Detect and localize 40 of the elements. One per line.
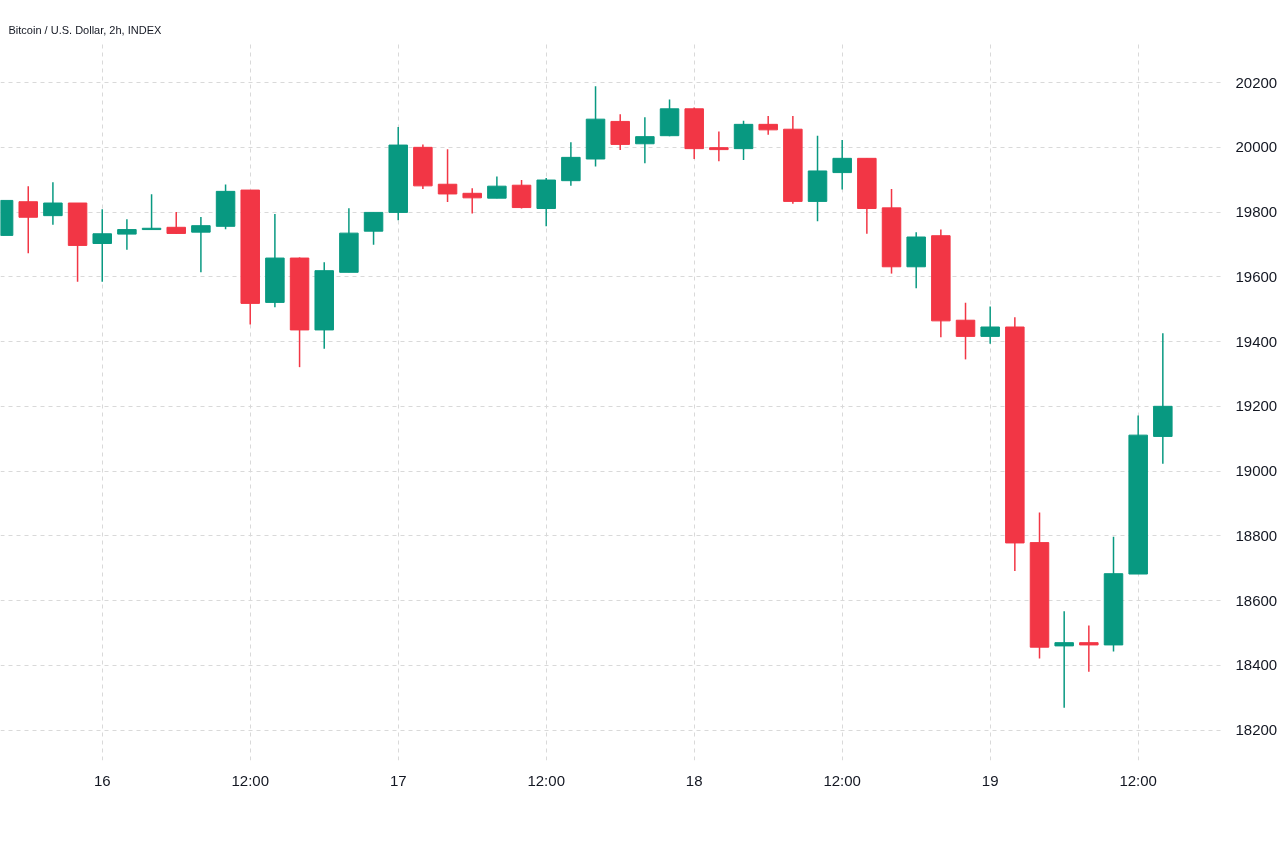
- candlestick: [511, 179, 532, 210]
- candlestick: [980, 305, 1000, 345]
- candlestick: [437, 148, 458, 203]
- candlestick: [635, 116, 655, 164]
- y-tick-label: 19800: [1235, 203, 1278, 221]
- candlestick: [1079, 624, 1099, 673]
- y-tick-label: 20000: [1235, 138, 1278, 156]
- x-tick-label: 19: [981, 771, 999, 789]
- candlestick: [487, 175, 507, 199]
- y-tick-label: 18800: [1235, 526, 1278, 544]
- candlestick: [832, 139, 852, 191]
- chart-title: Bitcoin / U.S. Dollar, 2h, INDEX: [8, 23, 162, 36]
- candlestick: [363, 211, 384, 246]
- candlestick: [1054, 610, 1074, 709]
- candlestick: [709, 130, 729, 163]
- x-tick-label: 12:00: [231, 771, 270, 789]
- x-tick-label: 12:00: [823, 771, 861, 789]
- candlestick: [18, 185, 38, 254]
- y-tick-label: 20200: [1235, 73, 1278, 91]
- y-tick-label: 19400: [1235, 332, 1278, 350]
- candlestick: [462, 187, 482, 215]
- candlestick: [561, 141, 581, 187]
- y-tick-label: 18600: [1235, 591, 1278, 609]
- y-tick-label: 18400: [1235, 656, 1278, 674]
- candlestick: [610, 113, 630, 151]
- y-tick-label: 19200: [1235, 397, 1278, 415]
- candlestick: [92, 208, 112, 283]
- x-tick-label: 12:00: [527, 771, 565, 789]
- candlestick: [117, 218, 137, 251]
- candlestick: [43, 181, 63, 226]
- candlestick: [955, 301, 976, 361]
- y-tick-label: 18200: [1235, 721, 1278, 739]
- y-tick-label: 19600: [1235, 267, 1278, 285]
- x-tick-label: 18: [685, 771, 703, 789]
- x-tick-label: 16: [93, 771, 111, 789]
- x-tick-label: 17: [389, 771, 407, 789]
- candlestick: [758, 115, 778, 136]
- y-tick-label: 19000: [1235, 462, 1278, 480]
- x-tick-label: 12:00: [1119, 771, 1157, 789]
- candlestick: [191, 216, 211, 274]
